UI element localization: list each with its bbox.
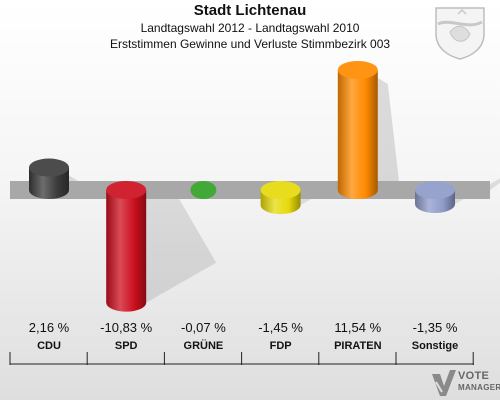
logo-text-manager: MANAGER bbox=[458, 383, 500, 392]
chart-subtitle-elections: Landtagswahl 2012 - Landtagswahl 2010 bbox=[140, 21, 360, 35]
value-label-cdu: 2,16 % bbox=[29, 320, 70, 335]
bar-sonstige bbox=[415, 181, 455, 214]
value-label-spd: -10,83 % bbox=[100, 320, 152, 335]
category-label-sonstige: Sonstige bbox=[412, 340, 458, 352]
bar-shadow bbox=[146, 192, 217, 303]
logo-text-vote: VOTE bbox=[458, 370, 490, 382]
value-label-fdp: -1,45 % bbox=[258, 320, 303, 335]
chart-subtitle-description: Erststimmen Gewinne und Verluste Stimmbe… bbox=[109, 37, 391, 51]
category-label-grüne: GRÜNE bbox=[184, 339, 224, 352]
category-label-fdp: FDP bbox=[270, 340, 292, 352]
coat-of-arms-icon bbox=[435, 7, 485, 60]
value-label-sonstige: -1,35 % bbox=[413, 320, 458, 335]
chart-title: Stadt Lichtenau bbox=[193, 2, 307, 19]
category-label-cdu: CDU bbox=[37, 340, 61, 352]
bar-spd bbox=[106, 181, 147, 312]
category-label-spd: SPD bbox=[115, 340, 138, 352]
bar-shadow bbox=[377, 77, 400, 190]
value-label-grüne: -0,07 % bbox=[181, 320, 226, 335]
bar-grüne bbox=[190, 181, 217, 199]
bar-piraten bbox=[337, 60, 378, 199]
vote-manager-logo bbox=[432, 370, 456, 396]
bar-cdu bbox=[29, 158, 69, 199]
bar-fdp bbox=[260, 181, 301, 215]
value-label-piraten: 11,54 % bbox=[334, 320, 381, 335]
category-label-piraten: PIRATEN bbox=[334, 340, 382, 352]
